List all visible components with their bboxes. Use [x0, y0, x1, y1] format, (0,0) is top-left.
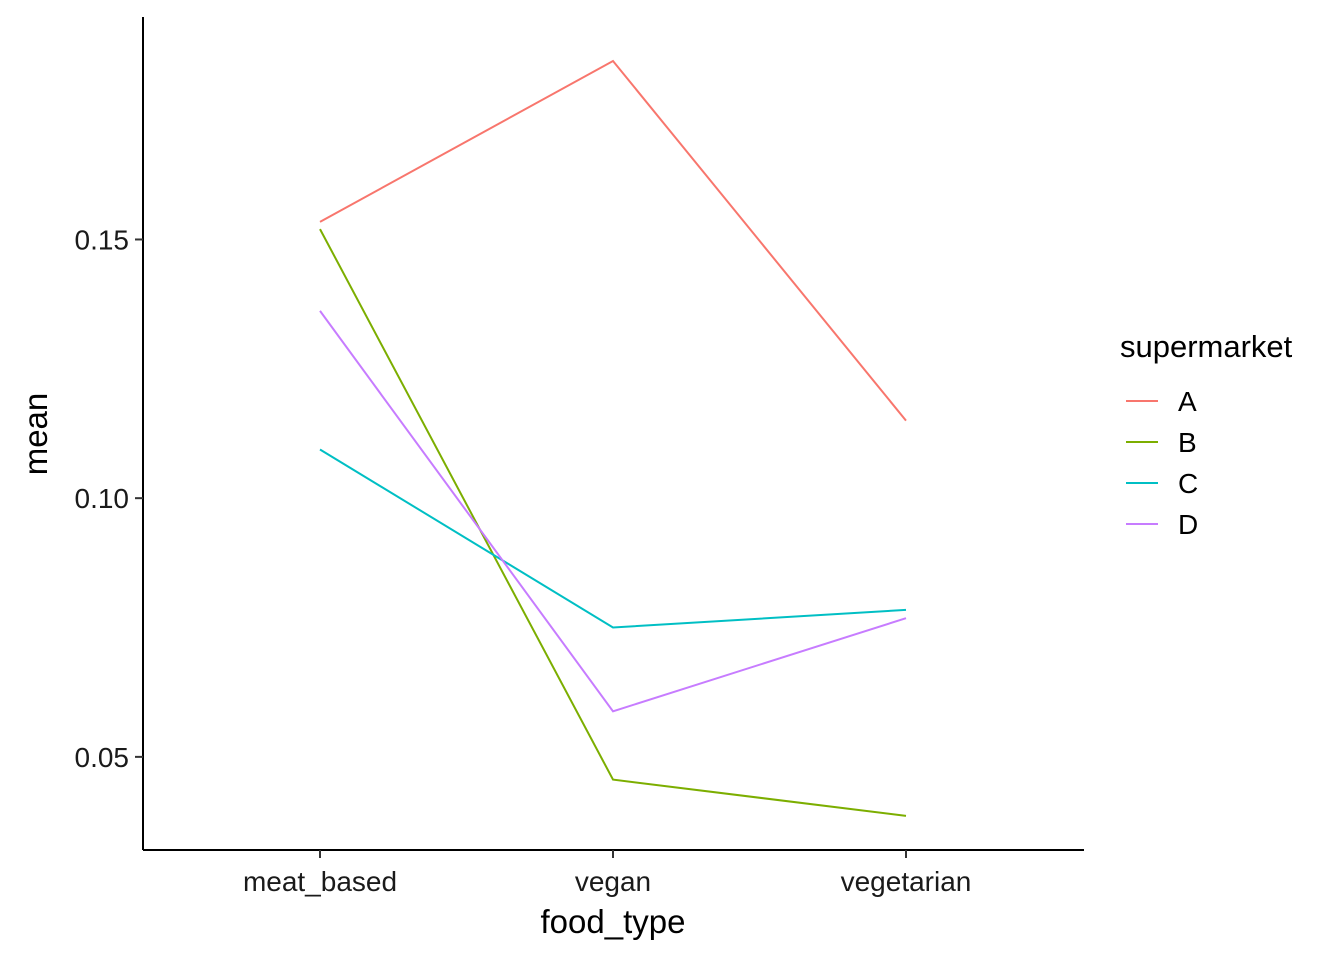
y-tick-label: 0.10	[75, 483, 130, 514]
x-tick-label: vegetarian	[841, 866, 972, 897]
series-line-c	[319, 448, 907, 629]
legend-label-a: A	[1178, 386, 1197, 417]
legend-label-b: B	[1178, 427, 1197, 458]
plot-area: 0.05 0.10 0.15 meat_based vegan vegetarian	[75, 17, 1084, 897]
series-line-b	[319, 228, 907, 817]
series-layer	[319, 59, 907, 817]
y-tick-label: 0.15	[75, 224, 130, 255]
y-tick-label: 0.05	[75, 742, 130, 773]
x-tick-label: meat_based	[243, 866, 397, 897]
legend-title: supermarket	[1120, 329, 1293, 364]
legend-label-d: D	[1178, 509, 1198, 540]
y-axis-title: mean	[17, 393, 54, 476]
y-axis-ticks: 0.05 0.10 0.15	[75, 224, 143, 773]
legend-label-c: C	[1178, 468, 1198, 499]
series-line-d	[319, 310, 907, 713]
x-axis-ticks: meat_based vegan vegetarian	[243, 850, 971, 897]
series-line-a	[319, 59, 907, 422]
x-tick-label: vegan	[575, 866, 651, 897]
x-axis-title: food_type	[541, 903, 686, 940]
